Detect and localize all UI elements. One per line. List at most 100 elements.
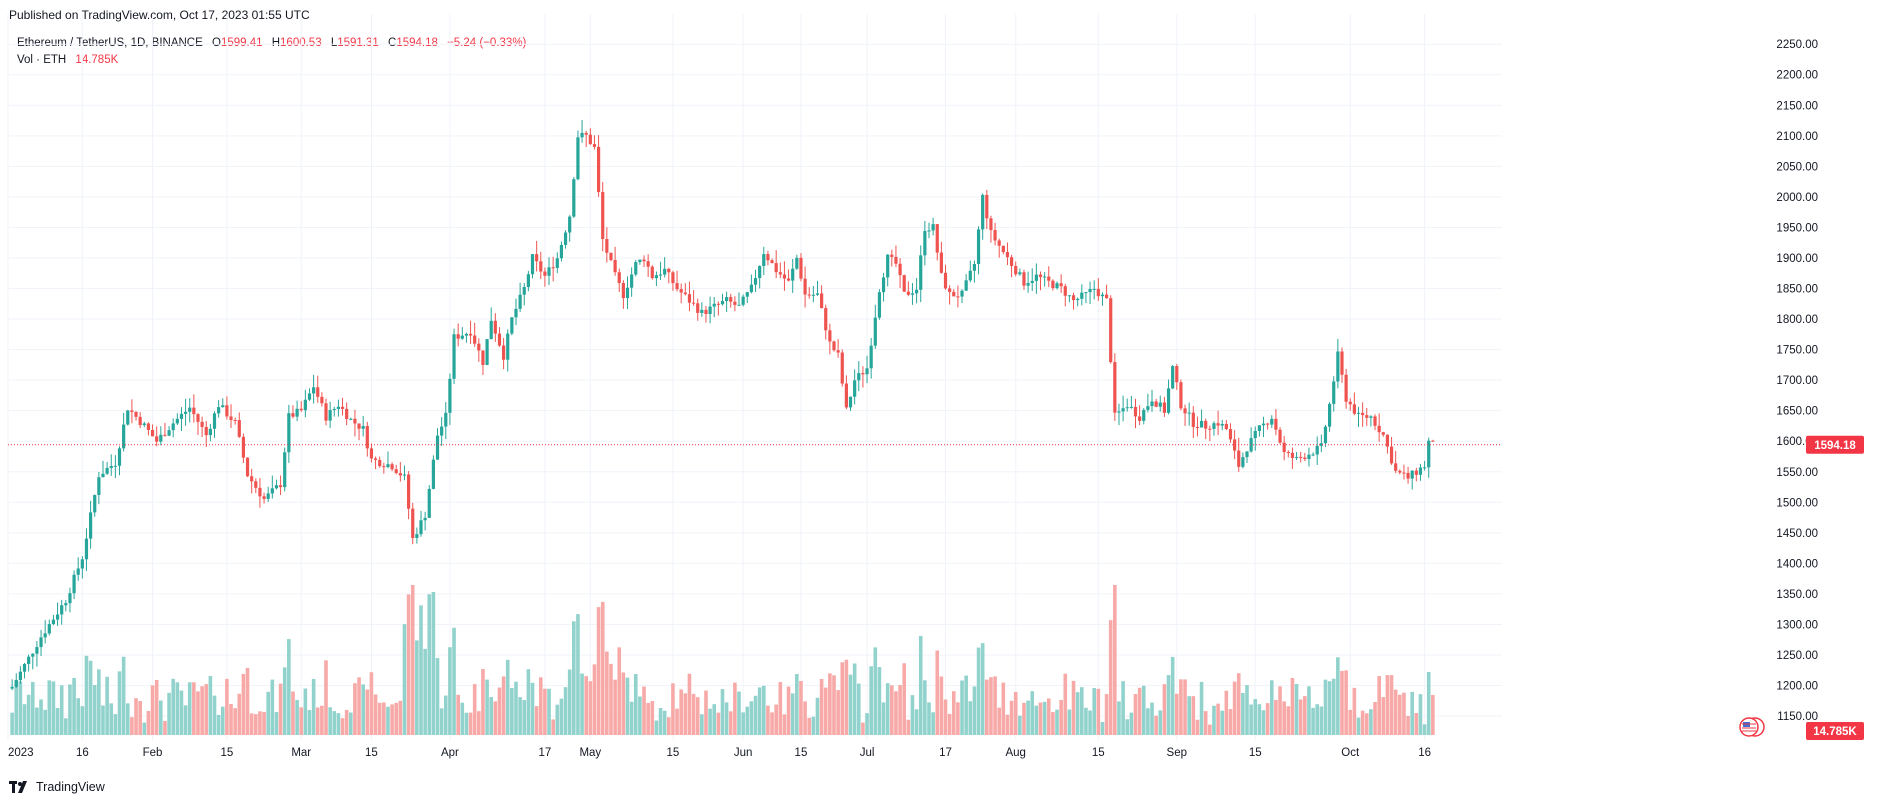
volume-bar (766, 705, 770, 735)
candle-body (497, 333, 502, 346)
candle-body (1084, 292, 1088, 294)
candle-body (1104, 294, 1109, 299)
volume-bar (1282, 701, 1286, 735)
volume-bar (629, 701, 634, 735)
candle-body (134, 411, 138, 417)
candle-body (1282, 442, 1286, 453)
candle-body (795, 257, 799, 269)
volume-bar (1232, 681, 1237, 735)
candle-body (1245, 451, 1249, 458)
candle-body (811, 294, 815, 296)
candle-body (741, 296, 745, 305)
candle-body (667, 268, 671, 273)
time-tick-label: Apr (441, 747, 459, 759)
candle-body (291, 413, 295, 417)
candle-body (873, 317, 877, 346)
volume-bar (1294, 683, 1299, 735)
volume-bar (836, 690, 840, 735)
volume-bar (105, 676, 109, 735)
legend-low-value: 1591.31 (337, 37, 379, 49)
candle-body (55, 614, 60, 620)
candle-body (625, 287, 630, 299)
candle-body (142, 423, 146, 426)
candle-body (1224, 423, 1228, 430)
candle-body (485, 339, 489, 365)
volume-bar (642, 686, 646, 735)
volume-bar (51, 681, 56, 735)
candle-body (1307, 454, 1311, 460)
volume-bar (291, 691, 295, 735)
candle-body (596, 146, 601, 193)
candle-body (349, 418, 353, 420)
legend-volume-value: 14.785K (75, 54, 119, 66)
candle-body (919, 255, 923, 290)
volume-bar (406, 594, 411, 735)
candle-body (630, 274, 634, 288)
volume-bar (1174, 693, 1179, 735)
price-chart[interactable]: 1150.00 1200.00 1250.00 1300.00 1350.00 1400.… (0, 0, 1883, 780)
candle-body (696, 303, 700, 313)
candle-body (456, 334, 460, 339)
volume-bar (1146, 708, 1150, 735)
legend-symbol[interactable]: Ethereum / TetherUS, 1D, BINANCE (17, 37, 203, 49)
candle-body (762, 254, 766, 266)
volume-bar (935, 650, 940, 735)
candle-body (613, 259, 617, 273)
candle-body (35, 647, 39, 654)
time-tick-label: Aug (1005, 747, 1025, 759)
time-tick-label: Feb (143, 747, 163, 759)
candle-body (1014, 266, 1018, 275)
volume-bar (92, 685, 97, 735)
volume-bar (1042, 701, 1047, 735)
price-tick-label: 2250.00 (1776, 39, 1818, 51)
candle-body (704, 309, 708, 314)
volume-bar (1393, 689, 1398, 735)
candle-body (848, 396, 853, 408)
volume-bar (340, 718, 345, 735)
candle-body (1125, 407, 1129, 409)
candle-body (14, 680, 18, 687)
candle-body (1195, 426, 1200, 428)
candle-body (1088, 289, 1092, 293)
candle-body (1336, 351, 1340, 382)
volume-bar (914, 709, 919, 735)
candle-body (237, 420, 241, 437)
volume-bar (192, 682, 196, 735)
volume-bar (807, 717, 812, 735)
candle-body (1253, 430, 1257, 439)
price-tick-label: 2000.00 (1776, 192, 1818, 204)
candle-body (1257, 425, 1261, 431)
candle-body (539, 261, 543, 272)
volume-bar (394, 702, 399, 735)
volume-bar (1327, 681, 1332, 735)
volume-bar (26, 694, 31, 735)
volume-bar (1080, 687, 1084, 735)
candle-body (997, 240, 1001, 246)
candle-body (1373, 416, 1377, 426)
candle-body (1228, 429, 1233, 440)
price-tick-label: 1700.00 (1776, 375, 1818, 387)
candle-body (1055, 283, 1059, 289)
candle-body (353, 418, 357, 424)
candle-body (547, 267, 551, 276)
candle-body (733, 301, 737, 305)
candle-body (563, 232, 568, 245)
candle-body (1278, 429, 1282, 443)
tradingview-branding[interactable]: TradingView (9, 780, 105, 794)
candle-body (117, 448, 122, 466)
legend-volume-label[interactable]: Vol · ETH (17, 54, 67, 66)
volume-bar (30, 681, 35, 735)
candle-body (1133, 406, 1138, 417)
candle-body (638, 259, 642, 263)
candle-body (968, 270, 972, 281)
volume-bar (761, 685, 766, 735)
volume-bar (493, 701, 498, 735)
volume-bar (633, 674, 638, 735)
candle-body (1220, 423, 1224, 426)
volume-bar (68, 684, 72, 735)
volume-bar (683, 693, 688, 735)
volume-bar (600, 601, 605, 735)
volume-bar (1100, 722, 1105, 735)
volume-bar (910, 695, 915, 735)
candle-body (373, 458, 378, 460)
